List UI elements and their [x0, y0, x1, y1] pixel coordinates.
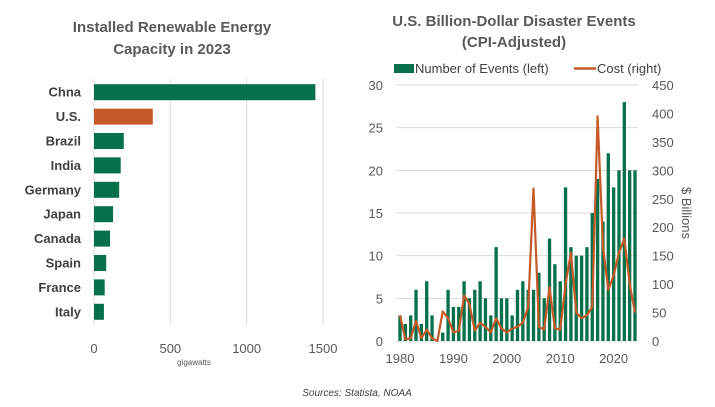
x-tick-label: 1000 — [232, 341, 261, 356]
event-bar — [409, 315, 413, 341]
event-bar — [403, 323, 407, 341]
category-label: U.S. — [56, 109, 81, 124]
event-bar — [526, 289, 530, 341]
event-bar — [473, 289, 477, 341]
event-bar — [553, 264, 557, 341]
event-bar — [531, 289, 536, 341]
left-y-tick-label: 30 — [369, 78, 383, 93]
bar-chna — [94, 84, 316, 101]
category-label: France — [38, 280, 81, 295]
event-bar — [515, 289, 520, 341]
right-y-tick-label: 150 — [652, 249, 674, 264]
event-bar — [419, 323, 424, 341]
x-tick-label: 1990 — [439, 351, 468, 366]
legend-label-events: Number of Events (left) — [415, 61, 549, 76]
event-bar — [563, 187, 568, 341]
event-bar — [494, 247, 498, 341]
category-label: Italy — [55, 304, 82, 319]
x-tick-label: 1500 — [309, 341, 338, 356]
left-y-tick-label: 15 — [369, 206, 383, 221]
x-tick-label: 2010 — [546, 351, 575, 366]
event-bar — [542, 298, 546, 341]
right-y-tick-label: 200 — [652, 220, 674, 235]
event-bar — [499, 298, 504, 341]
right-y-tick-label: 100 — [652, 277, 674, 292]
right-y-tick-label: 50 — [652, 306, 666, 321]
category-label: Chna — [49, 85, 82, 100]
left-y-tick-label: 25 — [369, 121, 383, 136]
right-chart-title: (CPI-Adjusted) — [462, 34, 566, 51]
x-tick-label: 0 — [90, 341, 97, 356]
event-bar — [483, 298, 488, 341]
event-bar — [579, 255, 584, 341]
event-bar — [569, 247, 573, 341]
bar-us — [94, 108, 153, 125]
event-bar — [521, 281, 525, 341]
category-label: Japan — [43, 207, 81, 222]
left-y-tick-label: 10 — [369, 249, 383, 264]
right-y-tick-label: 0 — [652, 334, 659, 349]
legend-swatch-events — [394, 64, 414, 73]
event-bar — [489, 315, 493, 341]
event-bar — [446, 289, 450, 341]
category-label: Germany — [25, 182, 82, 197]
category-label: India — [51, 158, 82, 173]
event-bar — [606, 153, 610, 341]
event-bar — [601, 221, 605, 341]
bar-brazil — [94, 133, 124, 149]
event-bar — [441, 332, 445, 341]
event-bar — [430, 315, 434, 341]
bar-france — [94, 279, 105, 296]
event-bar — [398, 315, 402, 341]
event-bar — [505, 298, 509, 341]
event-bar — [414, 289, 418, 341]
right-y-tick-label: 350 — [652, 135, 674, 150]
right-y-tick-label: 400 — [652, 106, 674, 121]
event-bar — [585, 247, 589, 341]
event-bar — [462, 281, 466, 341]
x-axis-title: gigawatts — [177, 358, 211, 367]
event-bar — [467, 298, 472, 341]
x-tick-label: 1980 — [386, 351, 415, 366]
category-label: Spain — [46, 256, 81, 271]
legend-label-cost: Cost (right) — [597, 61, 661, 76]
left-y-tick-label: 0 — [376, 334, 383, 349]
event-bar — [478, 281, 482, 341]
x-tick-label: 2020 — [599, 351, 628, 366]
bar-italy — [94, 303, 104, 320]
bar-spain — [94, 255, 107, 271]
event-bar — [425, 281, 429, 341]
event-bar — [633, 170, 637, 341]
right-chart-title: U.S. Billion-Dollar Disaster Events — [392, 13, 635, 30]
source-note: Sources: Statista, NOAA — [302, 388, 412, 399]
event-bar — [628, 170, 632, 341]
right-y-tick-label: 250 — [652, 192, 674, 207]
bar-canada — [94, 230, 111, 247]
left-chart-title: Installed Renewable Energy — [73, 19, 272, 36]
event-bar — [595, 178, 600, 341]
left-y-tick-label: 5 — [376, 291, 383, 306]
event-bar — [574, 255, 578, 341]
left-y-tick-label: 20 — [369, 163, 383, 178]
category-label: Brazil — [46, 134, 81, 149]
event-bar — [611, 187, 616, 341]
event-bar — [558, 281, 562, 341]
event-bar — [622, 102, 626, 341]
bar-germany — [94, 181, 120, 198]
right-y-tick-label: 300 — [652, 163, 674, 178]
bar-india — [94, 157, 121, 174]
category-label: Canada — [34, 231, 82, 246]
right-y-tick-label: 450 — [652, 78, 674, 93]
right-y-axis-title: $ Billions — [679, 187, 694, 240]
left-chart-title: Capacity in 2023 — [113, 41, 231, 58]
event-bar — [451, 306, 456, 341]
bar-japan — [94, 206, 114, 223]
cost-line — [398, 115, 637, 343]
x-tick-label: 2000 — [492, 351, 521, 366]
x-tick-label: 500 — [159, 341, 181, 356]
